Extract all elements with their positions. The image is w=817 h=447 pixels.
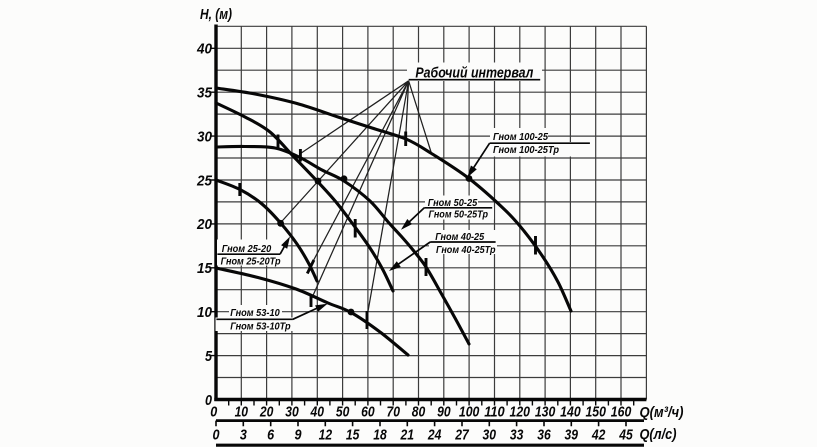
svg-text:Гном 100-25: Гном 100-25 bbox=[493, 132, 548, 143]
svg-text:120: 120 bbox=[510, 404, 531, 421]
svg-text:70: 70 bbox=[386, 404, 400, 421]
svg-text:Гном 100-25Тр: Гном 100-25Тр bbox=[493, 145, 559, 156]
svg-text:Рабочий интервал: Рабочий интервал bbox=[415, 65, 533, 81]
svg-text:40: 40 bbox=[310, 404, 325, 421]
svg-text:Гном 25-20: Гном 25-20 bbox=[222, 244, 272, 255]
svg-text:80: 80 bbox=[412, 404, 426, 421]
svg-text:5: 5 bbox=[205, 348, 213, 365]
svg-text:130: 130 bbox=[535, 404, 556, 421]
svg-text:0: 0 bbox=[213, 427, 221, 444]
svg-text:0: 0 bbox=[205, 392, 213, 409]
svg-text:Гном 53-10: Гном 53-10 bbox=[230, 308, 280, 319]
svg-text:110: 110 bbox=[484, 404, 505, 421]
svg-text:3: 3 bbox=[240, 427, 248, 444]
svg-text:20: 20 bbox=[259, 404, 274, 421]
svg-text:Гном 40-25Тр: Гном 40-25Тр bbox=[436, 245, 496, 256]
svg-text:140: 140 bbox=[560, 404, 581, 421]
svg-text:Гном 50-25Тр: Гном 50-25Тр bbox=[429, 210, 489, 221]
svg-text:15: 15 bbox=[346, 427, 360, 444]
svg-text:150: 150 bbox=[585, 404, 606, 421]
svg-text:45: 45 bbox=[618, 427, 633, 444]
svg-text:33: 33 bbox=[510, 427, 524, 444]
svg-text:30: 30 bbox=[197, 128, 213, 145]
svg-text:H, (м): H, (м) bbox=[200, 7, 232, 23]
svg-text:39: 39 bbox=[565, 427, 579, 444]
svg-text:Гном 53-10Тр: Гном 53-10Тр bbox=[230, 321, 291, 332]
svg-text:24: 24 bbox=[427, 427, 442, 444]
svg-text:60: 60 bbox=[361, 404, 375, 421]
svg-text:30: 30 bbox=[483, 427, 497, 444]
svg-text:160: 160 bbox=[611, 404, 632, 421]
svg-text:100: 100 bbox=[459, 404, 480, 421]
svg-text:42: 42 bbox=[591, 427, 606, 444]
svg-text:Гном 50-25: Гном 50-25 bbox=[428, 198, 478, 209]
svg-text:0: 0 bbox=[210, 404, 218, 421]
svg-text:21: 21 bbox=[400, 427, 414, 444]
svg-text:6: 6 bbox=[267, 427, 275, 444]
svg-text:12: 12 bbox=[319, 427, 333, 444]
svg-text:25: 25 bbox=[196, 172, 212, 189]
svg-text:10: 10 bbox=[235, 404, 249, 421]
svg-text:40: 40 bbox=[196, 41, 212, 58]
svg-text:20: 20 bbox=[196, 216, 212, 233]
svg-text:Q(л/с): Q(л/с) bbox=[640, 426, 677, 443]
svg-text:18: 18 bbox=[373, 427, 387, 444]
svg-text:27: 27 bbox=[454, 427, 469, 444]
svg-text:90: 90 bbox=[437, 404, 451, 421]
svg-text:Q(м³/ч): Q(м³/ч) bbox=[640, 404, 684, 421]
svg-text:36: 36 bbox=[537, 427, 551, 444]
svg-text:50: 50 bbox=[336, 404, 350, 421]
svg-text:15: 15 bbox=[197, 260, 213, 277]
svg-text:Гном 25-20Тр: Гном 25-20Тр bbox=[221, 256, 281, 267]
svg-text:9: 9 bbox=[294, 427, 302, 444]
svg-text:10: 10 bbox=[197, 304, 213, 321]
svg-text:35: 35 bbox=[197, 84, 213, 101]
svg-text:30: 30 bbox=[285, 404, 299, 421]
svg-text:Гном 40-25: Гном 40-25 bbox=[435, 232, 484, 243]
